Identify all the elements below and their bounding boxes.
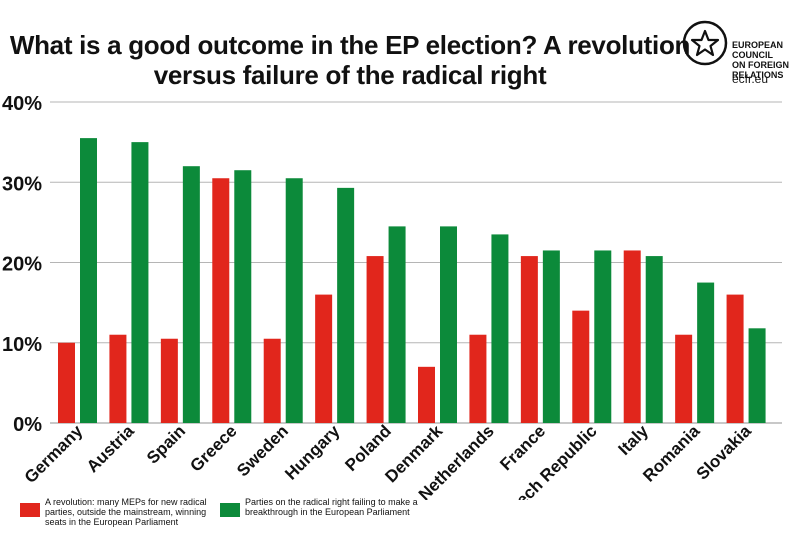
bar-red	[623, 250, 641, 423]
bar-green	[285, 178, 303, 423]
bars	[58, 138, 766, 424]
y-tick-label: 30%	[2, 173, 42, 195]
y-tick-label: 20%	[2, 254, 42, 276]
bar-red	[212, 178, 230, 423]
bar-green	[645, 256, 663, 423]
bar-green	[542, 250, 560, 423]
logo-line-3: ON FOREIGN	[732, 60, 790, 70]
y-tick-label: 10%	[2, 334, 42, 356]
logo-url: ecfr.eu	[732, 72, 769, 86]
bar-green	[697, 282, 715, 423]
bar-green	[131, 142, 149, 423]
logo-text: EUROPEAN COUNCIL ON FOREIGN RELATIONS	[732, 40, 789, 80]
x-tick-label: Italy	[615, 421, 653, 459]
y-axis: 0% 10% 20% 30% 40%	[2, 93, 42, 436]
grid-lines	[50, 101, 782, 424]
bar-red	[675, 334, 693, 423]
title-line-1: What is a good outcome in the EP electio…	[9, 30, 691, 60]
legend-label-failure: Parties on the radical right failing to …	[245, 497, 418, 517]
legend-label-revolution: A revolution: many MEPs for new radical …	[45, 497, 207, 527]
bar-green	[182, 166, 200, 423]
bar-red	[315, 294, 333, 423]
bar-red	[366, 256, 384, 423]
logo-line-4: RELATIONS	[732, 70, 784, 80]
bar-red	[109, 334, 127, 423]
bar-red	[469, 334, 487, 423]
bar-red	[263, 338, 281, 423]
star-circle-icon	[682, 20, 728, 66]
bar-red	[418, 366, 435, 423]
bar-green	[748, 328, 766, 423]
logo-line-2: COUNCIL	[732, 50, 773, 60]
bar-green	[388, 226, 406, 423]
bar-green	[594, 250, 612, 423]
bar-green	[337, 187, 355, 423]
title-line-2: versus failure of the radical right	[153, 60, 547, 90]
bar-red	[160, 338, 178, 423]
x-tick-label: Romania	[639, 421, 704, 486]
bar-green	[234, 170, 252, 423]
legend-swatch-red	[20, 503, 40, 517]
x-tick-label: Spain	[143, 421, 189, 467]
bar-red	[572, 310, 590, 423]
y-tick-label: 0%	[13, 414, 42, 436]
chart-title: What is a good outcome in the EP electio…	[0, 30, 700, 90]
bar-red	[726, 294, 744, 423]
x-tick-label: Hungary	[281, 421, 344, 484]
bar-green	[80, 138, 97, 424]
logo-line-1: EUROPEAN	[732, 40, 784, 50]
y-tick-label: 40%	[2, 93, 42, 115]
bar-red	[58, 342, 75, 423]
bar-green	[440, 226, 457, 423]
legend-swatch-green	[220, 503, 240, 517]
ecfr-logo: EUROPEAN COUNCIL ON FOREIGN RELATIONS ec…	[680, 16, 798, 86]
bar-red	[520, 256, 538, 423]
bar-green	[491, 234, 509, 423]
x-tick-label: Austria	[83, 421, 138, 476]
x-tick-label: Slovakia	[693, 421, 756, 484]
